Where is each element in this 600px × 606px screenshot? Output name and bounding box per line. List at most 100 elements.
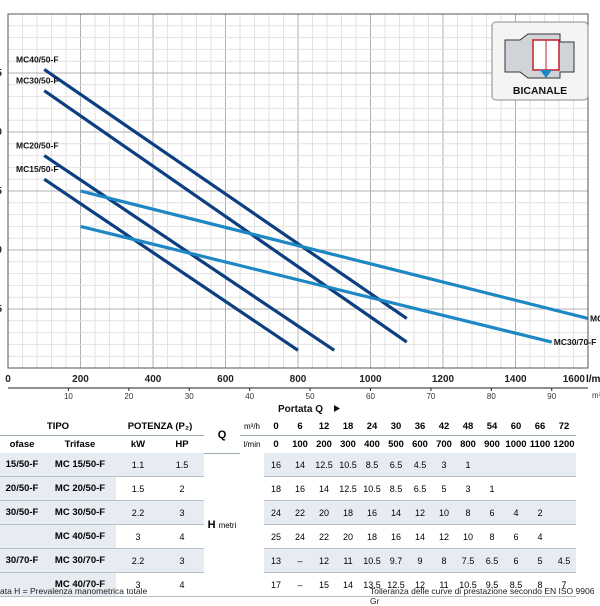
table-cell: 10.5 [360, 548, 384, 573]
q-m3h-6: 36 [408, 418, 432, 436]
x-minor-tick-labels: 10 20 30 40 50 60 70 80 90 [64, 388, 557, 401]
q-lmin-4: 400 [364, 439, 380, 450]
q-m3h-4: 24 [360, 418, 384, 436]
table-cell [0, 524, 44, 549]
curve-mc30-70-f [80, 224, 553, 344]
q-label-text: Q [217, 429, 227, 442]
y-tick-labels: 5 10 15 20 25 [0, 68, 2, 315]
table-cell: MC 30/70-F [44, 548, 116, 573]
performance-chart: 5 10 15 20 25 MC40/50-F MC30/50-F MC20/50-F MC1… [0, 13, 600, 415]
table-cell: 2.2 [116, 548, 160, 573]
spacer-cell [240, 453, 264, 597]
curve-label: MC40/70-F [590, 313, 600, 323]
table-cell: 15/50-F [0, 453, 44, 477]
q-m3h-2: 12 [312, 418, 336, 436]
table-cell: 1 [456, 453, 480, 477]
table-cell: 9.5 [485, 579, 499, 590]
q-lmin-8: 800 [460, 439, 476, 450]
table-cell: 11 [336, 548, 360, 573]
table-cell: – [288, 548, 312, 573]
q-m3h-0: 0 [264, 418, 288, 436]
table-cell: 22 [318, 531, 329, 542]
curve-labels: MC40/50-F MC30/50-F MC20/50-F MC15/50-F MC40… [16, 54, 600, 347]
x-minor-tick-label: 90 [547, 392, 556, 401]
table-cell: 3 [135, 579, 141, 590]
curve-mc40-70-f [80, 189, 589, 320]
table-cell: 12.5 [339, 483, 357, 494]
table-cell: 2 [179, 483, 185, 494]
q-m3h-1: 6 [288, 418, 312, 436]
table-cell: 15 [318, 579, 329, 590]
table-cell: 7 [561, 579, 567, 590]
table-cell: 13.5 [363, 579, 381, 590]
table-cell: 2 [528, 500, 552, 525]
table-cell: 20/50-F [0, 476, 44, 501]
q-m3h-9: 54 [480, 418, 504, 436]
x-minor-tick-label: 20 [124, 392, 133, 401]
y-tick-label: 15 [0, 186, 2, 197]
q-lmin-11: 1100 [529, 439, 551, 450]
arrow-right-icon [334, 405, 340, 412]
table-cell: 4 [179, 531, 185, 542]
x-tick-label: 1600 [563, 374, 586, 385]
table-cell: 12 [312, 548, 336, 573]
q-m3h-12: 72 [552, 418, 576, 436]
table-cell [504, 477, 528, 501]
q-lmin-12: 1200 [553, 439, 575, 450]
x-axis-title: Portata Q [278, 404, 323, 415]
table-cell: 4 [537, 531, 543, 542]
h-label: H [207, 518, 216, 531]
table-cell: 16 [390, 531, 401, 542]
table-cell: 30/70-F [0, 548, 44, 573]
x-tick-labels: 0 200 400 600 800 1000 1200 1400 1600 [5, 374, 585, 385]
q-lmin-7: 700 [436, 439, 452, 450]
table-cell: 6.5 [480, 548, 504, 573]
x-minor-tick-label: 30 [185, 392, 194, 401]
table-cell: MC 30/50-F [44, 500, 116, 525]
table-cell: 8 [489, 531, 495, 542]
x-minor-tick-label: 70 [426, 392, 435, 401]
table-row: 30/70-F MC 30/70-F 2.2 3 13–12 11 10.5 9.7 9 8 7.5… [0, 548, 576, 573]
footer-left: ata H = Prevalenza manometrica totale [0, 586, 148, 596]
curve-label: MC20/50-F [16, 141, 59, 151]
x-tick-label: 1400 [504, 374, 527, 385]
table-cell: 4.5 [408, 453, 432, 477]
table-cell: 16 [264, 453, 288, 477]
table-cell [504, 453, 528, 477]
table-cell: 4 [504, 500, 528, 525]
table-cell: 3 [432, 453, 456, 477]
q-m3h-10: 60 [504, 418, 528, 436]
table-cell: 1 [489, 483, 495, 494]
table-cell: 6 [513, 531, 519, 542]
monofase-header: ofase [9, 439, 35, 450]
table-cell [552, 525, 576, 549]
y-tick-label: 20 [0, 127, 2, 138]
table-cell: 3 [160, 548, 204, 573]
plot-frame [7, 13, 589, 369]
table-cell: 20 [342, 531, 353, 542]
table-cell: 8.5 [509, 579, 523, 590]
q-m3h-5: 30 [384, 418, 408, 436]
table-cell: 18 [366, 531, 377, 542]
table-cell: 8.5 [389, 483, 403, 494]
q-lmin-unit: l/min [243, 440, 261, 449]
x-minor-tick-label: 80 [487, 392, 496, 401]
q-lmin-1: 100 [292, 439, 308, 450]
x-minor-tick-label: 40 [245, 392, 254, 401]
curves [43, 68, 589, 352]
curve-label: MC40/50-F [16, 54, 59, 64]
q-lmin-10: 1000 [505, 439, 527, 450]
x-unit-minor: m³/h [592, 391, 600, 400]
impeller-label: BICANALE [513, 85, 567, 97]
table-cell: 9 [408, 548, 432, 573]
curve-mc30-50-f [43, 89, 408, 344]
table-cell: 10.5 [363, 483, 381, 494]
curve-mc40-50-f [43, 68, 408, 320]
table-cell: 12 [438, 531, 449, 542]
hp-header: HP [175, 439, 189, 450]
table-cell: 10 [462, 531, 473, 542]
table-cell: 6 [480, 500, 504, 525]
x-unit-main: l/min [586, 374, 600, 385]
